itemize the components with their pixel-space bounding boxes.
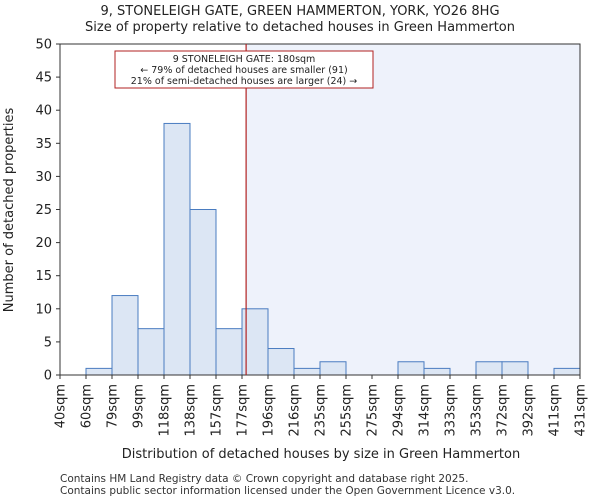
bar-138sqm — [189, 209, 217, 376]
y-tick-label: 10 — [35, 302, 52, 317]
x-tick-label: 431sqm — [574, 384, 589, 437]
bar-235sqm — [319, 361, 347, 376]
x-axis-ticks: 40sqm 60sqm 79sqm 99sqm 118sqm 138sqm 157sqm 17… — [54, 375, 589, 437]
y-tick-label: 50 — [35, 38, 52, 53]
y-tick-label: 45 — [35, 71, 52, 86]
x-tick-label: 411sqm — [548, 384, 563, 437]
bar-314sqm — [423, 367, 451, 376]
bar-157sqm — [215, 328, 243, 376]
larger-properties-region — [246, 44, 580, 375]
x-tick-label: 157sqm — [210, 384, 225, 437]
x-tick-label: 255sqm — [340, 384, 355, 437]
x-tick-label: 294sqm — [392, 384, 407, 437]
annotation-box: 9 STONELEIGH GATE: 180sqm ← 79% of detac… — [114, 50, 374, 89]
bar-294sqm — [397, 361, 425, 376]
x-tick-label: 99sqm — [132, 384, 147, 428]
bar-372sqm — [501, 361, 529, 376]
x-tick-label: 235sqm — [314, 384, 329, 437]
x-tick-label: 138sqm — [184, 384, 199, 437]
annotation-line1: 9 STONELEIGH GATE: 180sqm — [173, 54, 316, 65]
x-tick-label: 353sqm — [470, 384, 485, 437]
footer-line1: Contains HM Land Registry data © Crown c… — [60, 473, 468, 485]
annotation-line3: 21% of semi-detached houses are larger (… — [131, 76, 358, 87]
chart-title-line1: 9, STONELEIGH GATE, GREEN HAMMERTON, YOR… — [100, 4, 499, 19]
x-tick-label: 314sqm — [418, 384, 433, 437]
x-tick-label: 118sqm — [158, 384, 173, 437]
annotation-line2: ← 79% of detached houses are smaller (91… — [140, 65, 347, 76]
x-axis-label: Distribution of detached houses by size … — [122, 447, 520, 462]
y-tick-label: 25 — [35, 203, 52, 218]
bars-group — [85, 122, 581, 376]
footer-line2: Contains public sector information licen… — [60, 485, 515, 497]
x-tick-label: 40sqm — [54, 384, 69, 428]
x-tick-label: 372sqm — [496, 384, 511, 437]
bar-118sqm — [163, 122, 191, 376]
bar-99sqm — [137, 328, 165, 376]
bar-216sqm — [293, 367, 321, 376]
y-axis-label: Number of detached properties — [2, 108, 17, 313]
bar-60sqm — [85, 367, 113, 376]
x-tick-label: 333sqm — [444, 384, 459, 437]
y-tick-label: 20 — [35, 236, 52, 251]
chart-title-line2: Size of property relative to detached ho… — [85, 20, 515, 35]
bar-79sqm — [111, 295, 139, 376]
y-tick-label: 5 — [44, 335, 52, 350]
y-tick-label: 0 — [44, 369, 52, 384]
x-tick-label: 196sqm — [262, 384, 277, 437]
y-tick-label: 35 — [35, 137, 52, 152]
x-tick-label: 79sqm — [106, 384, 121, 428]
x-tick-label: 392sqm — [522, 384, 537, 437]
x-tick-label: 275sqm — [366, 384, 381, 437]
x-tick-label: 60sqm — [80, 384, 95, 428]
bar-196sqm — [267, 348, 295, 376]
plot-frame — [59, 43, 581, 376]
y-tick-label: 30 — [35, 170, 52, 185]
x-tick-label: 216sqm — [288, 384, 303, 437]
y-tick-label: 40 — [35, 104, 52, 119]
y-axis-ticks: 0 5 10 15 20 25 30 35 40 45 50 — [35, 38, 60, 384]
x-tick-label: 177sqm — [236, 384, 251, 437]
bar-353sqm — [475, 361, 503, 376]
bar-411sqm — [553, 367, 581, 376]
y-tick-label: 15 — [35, 269, 52, 284]
